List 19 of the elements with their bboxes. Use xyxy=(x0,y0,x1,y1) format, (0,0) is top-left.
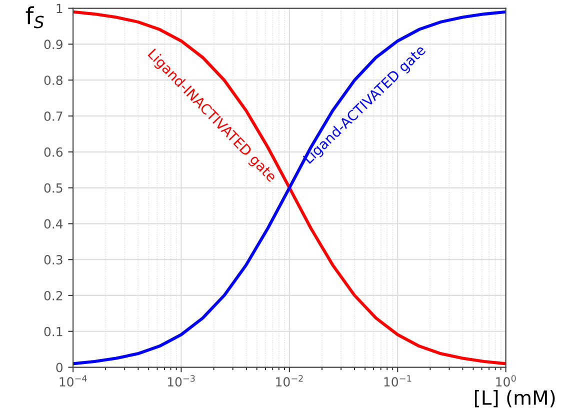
y-tick-label: 0.7 xyxy=(44,111,62,121)
y-tick-label: 0.2 xyxy=(44,290,62,300)
y-tick-label: 0.1 xyxy=(44,326,62,336)
x-tick-label: 10$^{−3}$ xyxy=(168,375,195,387)
y-tick-label: 0.5 xyxy=(44,183,62,193)
y-tick-label: 0.3 xyxy=(44,255,62,265)
line-series xyxy=(73,10,506,366)
x-tick-label: 10$^{−2}$ xyxy=(276,375,303,387)
y-tick-label: 1 xyxy=(56,4,62,14)
y-tick-label: 0 xyxy=(56,362,63,372)
x-tick-label: 10$^{−1}$ xyxy=(384,375,412,387)
y-axis-title: f$_{S}$ xyxy=(26,6,44,28)
y-tick-label: 0.8 xyxy=(44,76,62,86)
y-tick-label: 0.6 xyxy=(44,147,63,157)
y-tick-label: 0.4 xyxy=(44,219,63,229)
x-axis-title: [L] (mM) xyxy=(474,390,555,408)
x-tick-label: 10$^{−4}$ xyxy=(60,375,87,387)
x-tick-label: 10$^{0}$ xyxy=(496,375,516,387)
y-tick-label: 0.9 xyxy=(44,40,62,50)
